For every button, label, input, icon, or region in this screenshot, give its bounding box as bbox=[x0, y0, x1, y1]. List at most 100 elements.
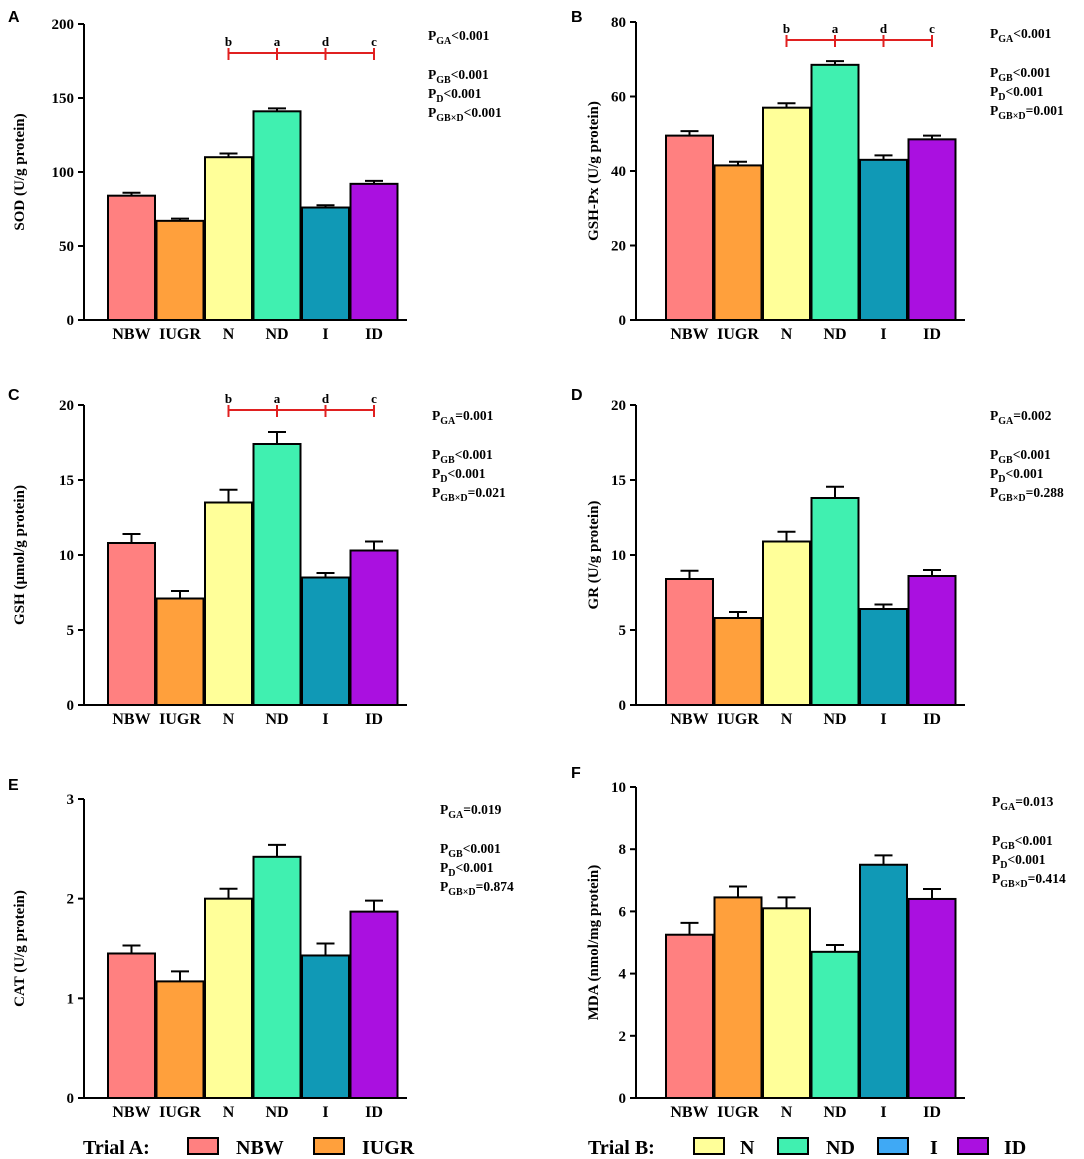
bar-N bbox=[204, 501, 253, 706]
sig-letter: b bbox=[225, 34, 232, 49]
legend-label-I: I bbox=[930, 1137, 938, 1159]
stat-line: PGB<0.001 bbox=[990, 65, 1051, 84]
y-tick-label: 0 bbox=[67, 1091, 75, 1107]
y-tick-label: 0 bbox=[619, 1091, 627, 1107]
y-tick-label: 50 bbox=[59, 239, 74, 255]
bar-NBW bbox=[107, 194, 156, 321]
x-tick-label-NBW: NBW bbox=[670, 326, 708, 343]
sig-letter: c bbox=[371, 34, 377, 49]
x-tick-label-NBW: NBW bbox=[670, 711, 708, 728]
bar-NBW bbox=[107, 952, 156, 1099]
y-axis-label: SOD (U/g protein) bbox=[12, 113, 28, 230]
x-tick-label-NBW: NBW bbox=[112, 711, 150, 728]
x-tick-label-ND: ND bbox=[265, 1104, 288, 1121]
y-tick-label: 5 bbox=[619, 623, 627, 639]
y-tick-label: 1 bbox=[67, 991, 75, 1007]
legend: Trial A: NBW IUGR Trial B: N ND I ID bbox=[83, 1137, 1026, 1159]
x-tick-label-IUGR: IUGR bbox=[159, 1104, 201, 1121]
y-tick-label: 20 bbox=[59, 398, 74, 414]
y-tick-label: 8 bbox=[619, 842, 627, 858]
x-tick-label-ID: ID bbox=[365, 1104, 383, 1121]
legend-trial-a-label: Trial A: bbox=[83, 1137, 150, 1159]
x-tick-label-N: N bbox=[781, 711, 793, 728]
sig-letter: b bbox=[783, 21, 790, 36]
bar-ND bbox=[810, 63, 860, 322]
stat-line: PD<0.001 bbox=[990, 466, 1044, 485]
stat-line: PGA=0.001 bbox=[432, 408, 494, 427]
sig-letter: c bbox=[929, 21, 935, 36]
y-tick-label: 40 bbox=[611, 164, 626, 180]
x-tick-label-ID: ID bbox=[923, 326, 941, 343]
legend-swatch-IUGR bbox=[313, 1137, 345, 1155]
y-tick-label: 100 bbox=[52, 165, 75, 181]
x-tick-label-N: N bbox=[223, 1104, 235, 1121]
stat-line: PGB×D=0.001 bbox=[990, 103, 1064, 122]
y-tick-label: 2 bbox=[619, 1029, 627, 1045]
x-tick-label-N: N bbox=[223, 711, 235, 728]
legend-swatch-N bbox=[693, 1137, 725, 1155]
panel-letter: F bbox=[571, 765, 581, 782]
y-tick-label: 80 bbox=[611, 15, 626, 31]
bar-ND bbox=[252, 855, 302, 1099]
y-tick-label: 2 bbox=[67, 892, 75, 908]
y-tick-label: 10 bbox=[611, 548, 626, 564]
legend-swatch-NBW bbox=[187, 1137, 219, 1155]
y-tick-label: 10 bbox=[59, 548, 74, 564]
legend-label-IUGR: IUGR bbox=[362, 1137, 415, 1159]
bar-I bbox=[301, 954, 350, 1100]
bar-I bbox=[859, 863, 908, 1099]
bar-I bbox=[301, 576, 350, 706]
bar-ID bbox=[907, 575, 957, 706]
x-tick-label-ND: ND bbox=[265, 326, 288, 343]
bar-I bbox=[301, 206, 350, 322]
panel-letter: C bbox=[8, 387, 20, 404]
bar-ID bbox=[349, 549, 399, 706]
stat-line: PD<0.001 bbox=[440, 860, 494, 879]
x-tick-label-NBW: NBW bbox=[670, 1104, 708, 1121]
bar-N bbox=[762, 540, 811, 706]
stat-line: PGB<0.001 bbox=[992, 833, 1053, 852]
x-tick-label-ND: ND bbox=[823, 326, 846, 343]
y-tick-label: 0 bbox=[67, 313, 75, 329]
stat-line: PGB<0.001 bbox=[990, 447, 1051, 466]
bar-N bbox=[204, 156, 253, 321]
stat-line: PGB×D=0.874 bbox=[440, 879, 514, 898]
legend-trial-b-label: Trial B: bbox=[588, 1137, 655, 1159]
stat-line: PGB×D<0.001 bbox=[428, 105, 502, 124]
bar-ND bbox=[252, 110, 302, 321]
bar-ND bbox=[252, 443, 302, 706]
y-tick-label: 15 bbox=[611, 473, 626, 489]
bar-IUGR bbox=[155, 219, 205, 321]
x-tick-label-ID: ID bbox=[923, 711, 941, 728]
x-tick-label-ND: ND bbox=[823, 1104, 846, 1121]
stat-line: PGA=0.013 bbox=[992, 794, 1054, 813]
bar-IUGR bbox=[155, 980, 205, 1100]
y-tick-label: 0 bbox=[619, 698, 627, 714]
chart-panel-D: D GR (U/g protein) 0 5 10 15 20 NBW IUGR N ND I ID PG… bbox=[571, 387, 1064, 728]
sig-letter: c bbox=[371, 391, 377, 406]
legend-swatch-ID bbox=[957, 1137, 989, 1155]
stat-line: PGA=0.002 bbox=[990, 408, 1052, 427]
y-tick-label: 15 bbox=[59, 473, 74, 489]
bar-IUGR bbox=[713, 164, 763, 321]
bar-ND bbox=[810, 497, 860, 706]
y-axis-label: MDA (nmol/mg protein) bbox=[586, 865, 602, 1021]
bar-I bbox=[859, 608, 908, 706]
x-tick-label-ND: ND bbox=[823, 711, 846, 728]
sig-letter: d bbox=[880, 21, 888, 36]
x-tick-label-I: I bbox=[322, 1104, 328, 1121]
legend-label-NBW: NBW bbox=[236, 1137, 284, 1159]
y-tick-label: 150 bbox=[52, 91, 75, 107]
bar-IUGR bbox=[155, 597, 205, 706]
chart-panel-E: E CAT (U/g protein) 0 1 2 3 NBW IUGR N ND I ID PGA=0… bbox=[8, 777, 514, 1121]
y-tick-label: 4 bbox=[619, 967, 627, 983]
bar-NBW bbox=[107, 542, 156, 706]
bar-IUGR bbox=[713, 896, 763, 1100]
x-tick-label-IUGR: IUGR bbox=[159, 711, 201, 728]
sig-letter: a bbox=[274, 391, 281, 406]
stat-line: PD<0.001 bbox=[990, 84, 1044, 103]
x-tick-label-I: I bbox=[322, 711, 328, 728]
bar-ID bbox=[907, 897, 957, 1100]
